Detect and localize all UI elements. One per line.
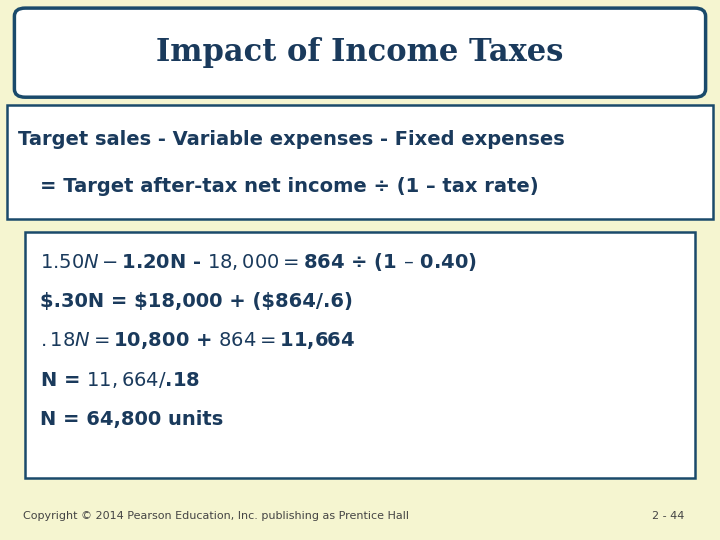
Text: Copyright © 2014 Pearson Education, Inc. publishing as Prentice Hall: Copyright © 2014 Pearson Education, Inc.… [23,511,409,521]
Text: Impact of Income Taxes: Impact of Income Taxes [156,37,564,68]
Text: $.18N = $10,800 + $864 = $11,664: $.18N = $10,800 + $864 = $11,664 [40,330,355,351]
FancyBboxPatch shape [25,232,695,478]
Text: Target sales - Variable expenses - Fixed expenses: Target sales - Variable expenses - Fixed… [18,130,564,149]
Text: $.30N = $18,000 + ($864/.6): $.30N = $18,000 + ($864/.6) [40,292,353,311]
Text: = Target after-tax net income ÷ (1 – tax rate): = Target after-tax net income ÷ (1 – tax… [40,178,539,197]
Text: 2 - 44: 2 - 44 [652,511,684,521]
FancyBboxPatch shape [7,105,713,219]
Text: N = 64,800 units: N = 64,800 units [40,410,223,429]
FancyBboxPatch shape [14,8,706,97]
Text: N = $11,664/$.18: N = $11,664/$.18 [40,370,199,390]
Text: $1.50N - $1.20N - $18,000 = $864 ÷ (1 – 0.40): $1.50N - $1.20N - $18,000 = $864 ÷ (1 – … [40,251,477,273]
